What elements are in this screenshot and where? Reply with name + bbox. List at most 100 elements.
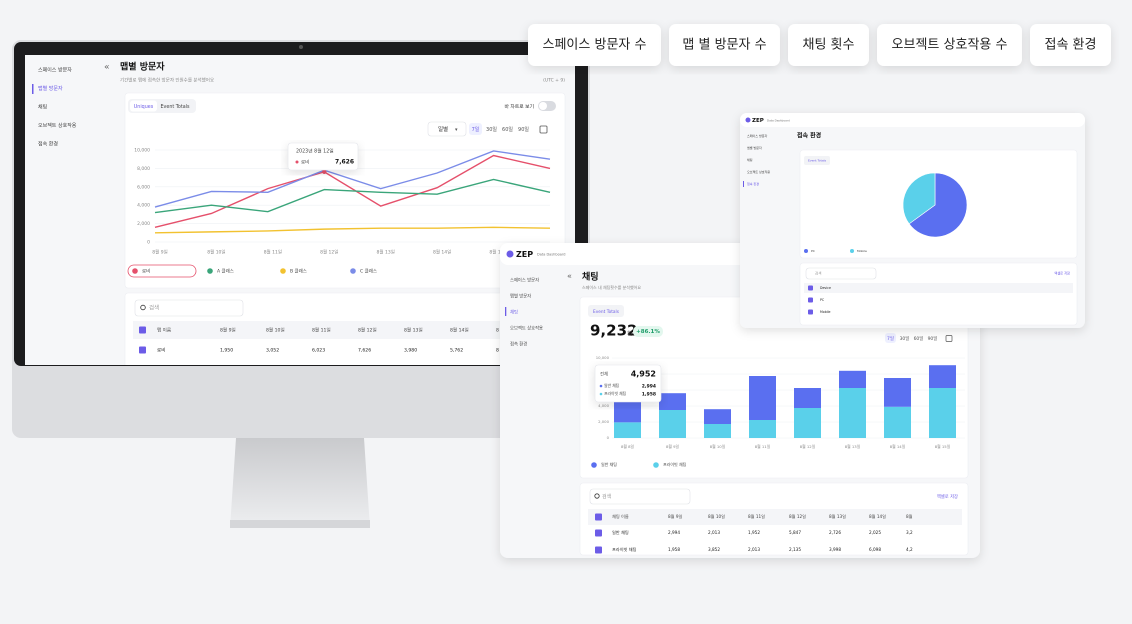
legend-label[interactable]: 일반 채팅 — [601, 461, 617, 467]
range[interactable]: 60일 — [914, 335, 924, 342]
nav-marker — [743, 181, 744, 187]
stand-base — [230, 520, 370, 528]
interval-select[interactable] — [427, 121, 467, 137]
legend-dot — [350, 268, 356, 274]
x-tick-label: 8월 15일 — [935, 444, 951, 449]
toggle-label[interactable]: Event Totals — [593, 309, 620, 315]
tooltip-value: 2,994 — [642, 384, 656, 390]
nav-item[interactable]: 채팅 — [510, 309, 518, 316]
pie-slice — [902, 172, 936, 225]
checkbox[interactable] — [595, 529, 602, 537]
toggle[interactable]: Event Totals — [161, 104, 190, 110]
nav-item[interactable]: 스페이스 방문자 — [510, 277, 539, 284]
logo-sub: Data Dashboard — [767, 119, 790, 123]
tooltip-title: 전체 — [600, 371, 608, 378]
tab[interactable] — [788, 24, 869, 66]
calendar-icon — [945, 335, 953, 342]
range[interactable]: 30일 — [900, 335, 910, 342]
tab[interactable] — [877, 24, 1022, 66]
bar-segment — [614, 422, 641, 438]
search-box[interactable] — [805, 267, 877, 280]
tab[interactable] — [669, 24, 780, 66]
x-tick-label: 8월 14일 — [433, 249, 451, 256]
tooltip-name: 프라이빗 채팅 — [604, 391, 627, 396]
table-cell: 5,762 — [450, 348, 463, 354]
x-tick-label: 8월 10일 — [710, 444, 726, 449]
search-box[interactable] — [589, 488, 691, 505]
x-tick-label: 8월 14일 — [890, 444, 906, 449]
y-tick-label: 10,000 — [134, 148, 150, 154]
search-box[interactable] — [134, 299, 244, 317]
column-header: 8월 10일 — [266, 327, 285, 334]
y-tick-label: 10,000 — [596, 355, 610, 360]
checkbox[interactable] — [595, 513, 602, 521]
tab-label[interactable]: 채팅 횟수 — [803, 38, 855, 53]
table-cell: Mobile — [820, 310, 830, 314]
range[interactable]: 90일 — [928, 335, 938, 342]
export-button[interactable]: 엑셀로 저장 — [937, 493, 958, 500]
toggle[interactable] — [588, 305, 624, 317]
checkbox[interactable] — [808, 309, 813, 315]
nav-item[interactable]: 맵별 방문자 — [510, 293, 531, 300]
range[interactable]: 7일 — [887, 335, 894, 342]
highlight-point — [322, 169, 327, 175]
table-cell: 프라이빗 채팅 — [612, 546, 637, 553]
legend-label[interactable]: A 클래스 — [217, 268, 234, 275]
checkbox[interactable] — [139, 346, 146, 354]
tooltip-dot — [599, 384, 603, 388]
toggle-label[interactable]: Event Totals — [808, 159, 827, 163]
nav-item[interactable]: 스페이스 방문자 — [747, 133, 768, 138]
tab-label[interactable]: 스페이스 방문자 수 — [543, 38, 647, 53]
checkbox[interactable] — [139, 326, 146, 334]
nav-item[interactable]: 스페이스 방문자 — [38, 67, 72, 74]
bar-segment — [839, 388, 866, 438]
nav-item[interactable]: 오브젝트 상호작용 — [747, 169, 770, 174]
table-cell: 2,135 — [789, 547, 801, 552]
checkbox[interactable] — [808, 285, 813, 291]
legend-label[interactable]: PC — [811, 249, 815, 253]
range[interactable]: 7일 — [472, 126, 480, 133]
bar-segment — [929, 388, 956, 438]
legend-label[interactable]: 로비 — [142, 268, 150, 275]
legend-label[interactable]: Mobile — [857, 249, 867, 253]
range[interactable]: 60일 — [502, 126, 513, 133]
nav-item[interactable]: 접속 환경 — [747, 181, 759, 186]
tooltip-total: 4,952 — [631, 370, 656, 379]
nav-item[interactable]: 접속 환경 — [38, 141, 58, 148]
tab[interactable] — [528, 24, 661, 66]
export-button[interactable]: 엑셀로 저장 — [1054, 271, 1070, 276]
x-tick-label: 8월 9일 — [666, 444, 680, 449]
toggle[interactable]: Uniques — [134, 104, 154, 110]
bar-segment — [659, 393, 686, 410]
range[interactable]: 90일 — [518, 126, 529, 133]
logo: ZEP — [752, 118, 764, 124]
nav-item[interactable]: 맵별 방문자 — [747, 145, 762, 150]
nav-item[interactable]: 오브젝트 상호작용 — [510, 325, 543, 332]
tab[interactable] — [1030, 24, 1111, 66]
nav-item[interactable]: 맵별 방문자 — [38, 85, 63, 92]
tab-label[interactable]: 접속 환경 — [1045, 38, 1097, 53]
nav-item[interactable]: 접속 환경 — [510, 341, 527, 348]
column-header: 맵 이름 — [157, 327, 171, 334]
nav-item[interactable]: 오브젝트 상호작용 — [38, 122, 77, 129]
checkbox[interactable] — [808, 297, 813, 303]
tab-label[interactable]: 맵 별 방문자 수 — [682, 38, 766, 53]
nav-item[interactable]: 채팅 — [747, 157, 753, 162]
nav-item[interactable]: 채팅 — [38, 104, 47, 111]
checkbox[interactable] — [595, 546, 602, 554]
legend-label[interactable]: 프라이빗 채팅 — [663, 461, 687, 467]
page-subtitle: 기간별로 맵에 접속한 방문자 인원수를 분석했어요 — [120, 77, 214, 84]
table-cell: 2,726 — [829, 530, 841, 535]
range[interactable]: 30일 — [486, 126, 497, 133]
legend-label[interactable]: C 클래스 — [360, 268, 377, 275]
tab-label[interactable]: 오브젝트 상호작용 수 — [892, 38, 1008, 53]
y-tick-label: 2,000 — [598, 419, 609, 424]
legend-label[interactable]: B 클래스 — [290, 268, 307, 275]
x-tick-label: 8월 11일 — [755, 444, 771, 449]
camera — [299, 45, 303, 49]
tabs: 스페이스 방문자 수 맵 별 방문자 수 채팅 횟수 오브젝트 상호작용 수 접속 환경 — [528, 24, 1111, 66]
toggle[interactable] — [804, 156, 830, 165]
tooltip-value: 7,626 — [335, 159, 354, 166]
table-cell: 2,994 — [668, 530, 680, 535]
